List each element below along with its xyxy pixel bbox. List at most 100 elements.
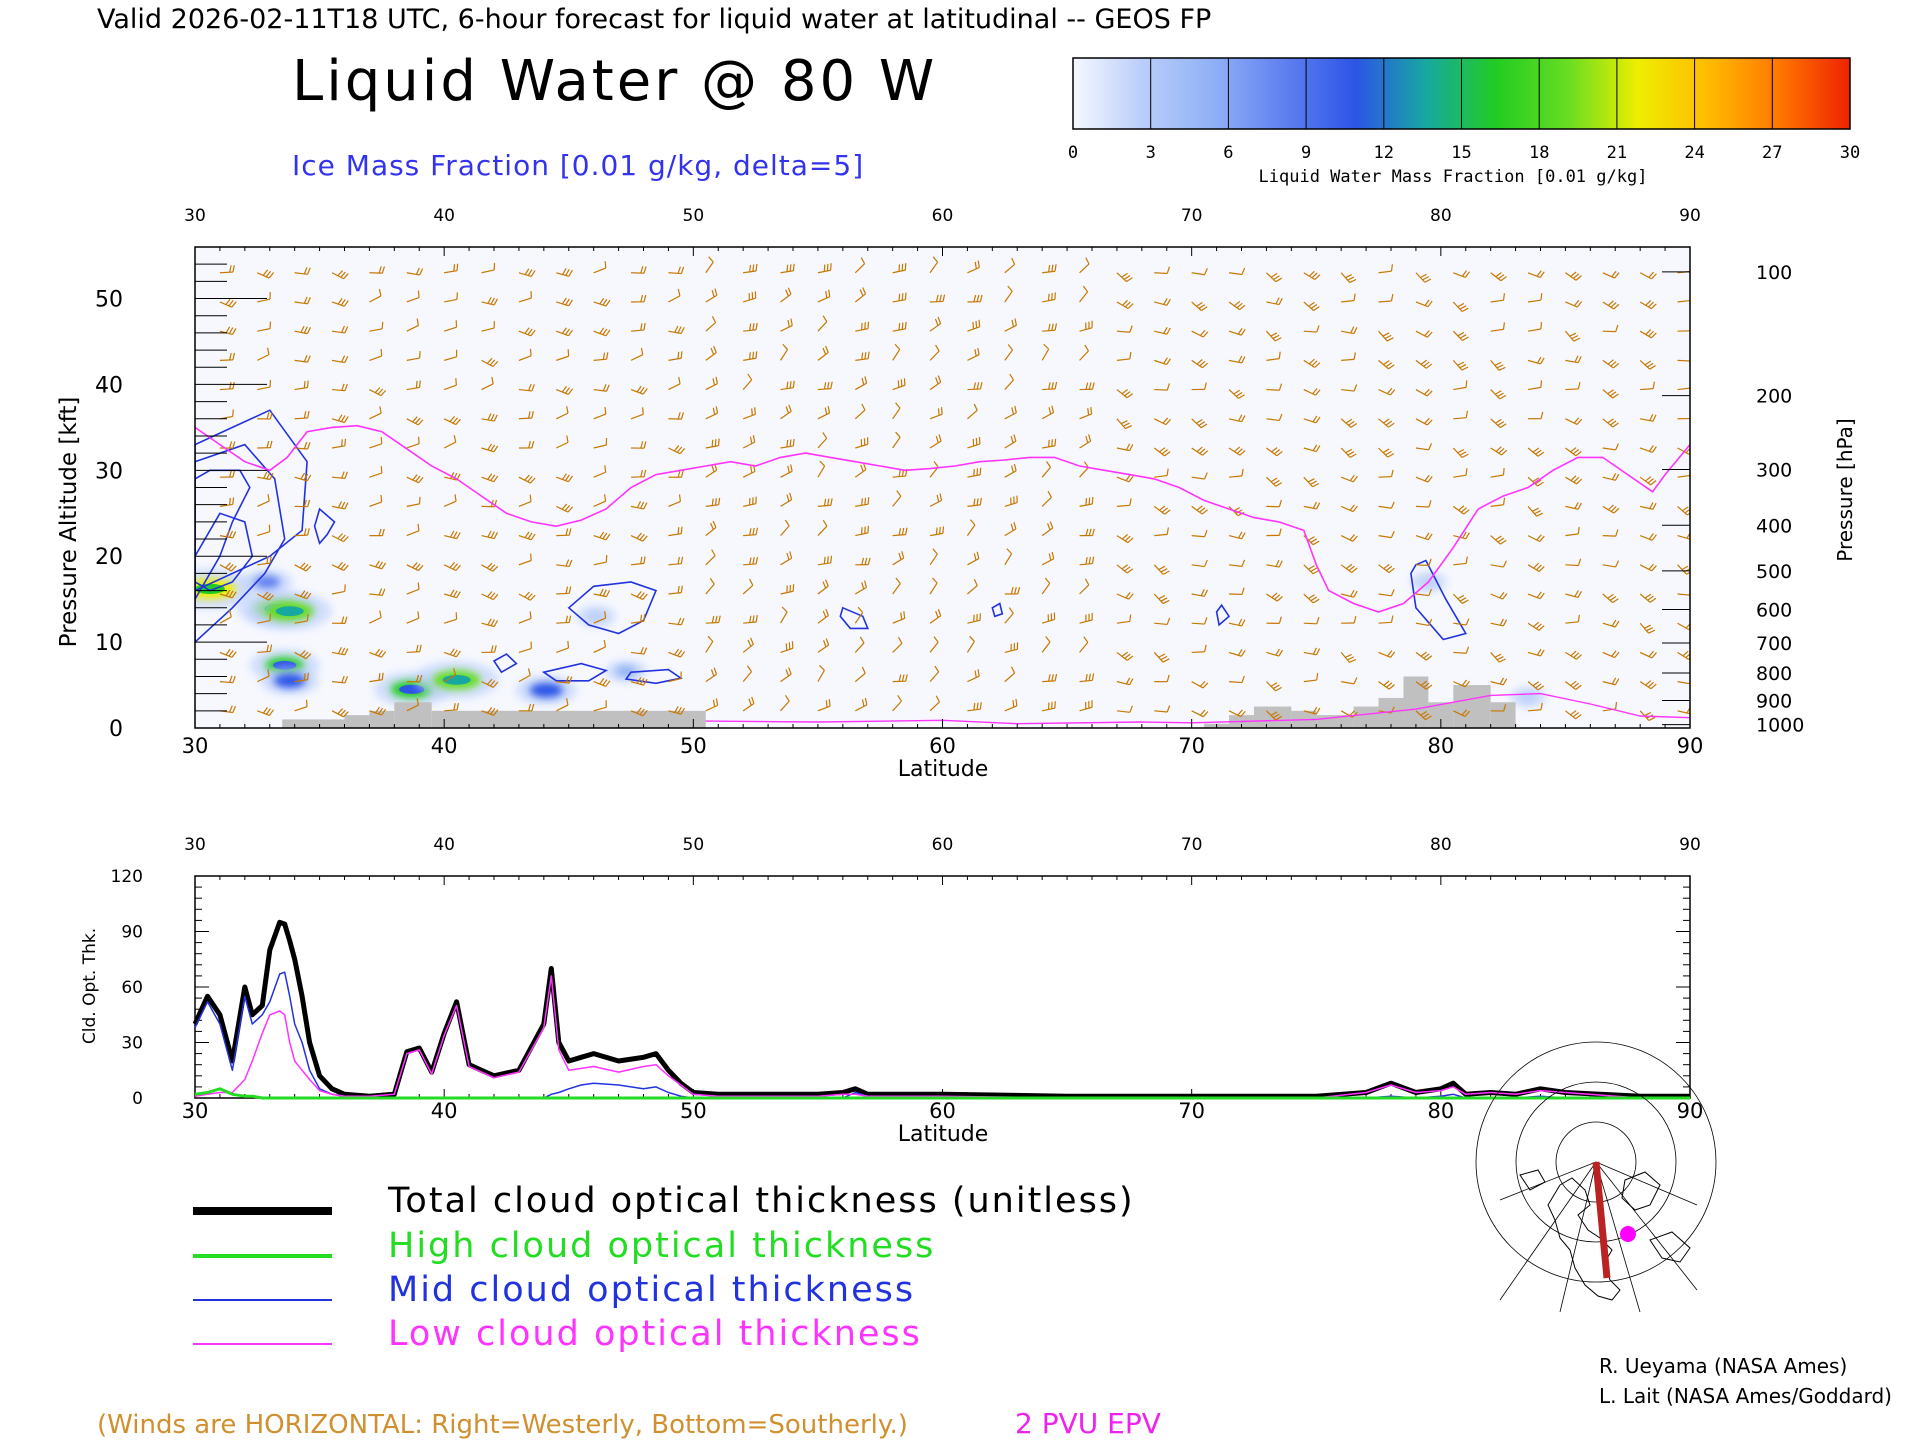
main-top-tick-label: 30 <box>184 206 206 226</box>
wind-barb <box>369 648 387 658</box>
wind-barb <box>331 298 349 307</box>
wind-barb <box>668 266 685 275</box>
wind-barb <box>929 461 939 478</box>
wind-barb <box>817 699 831 712</box>
wind-barb <box>443 435 457 449</box>
wind-barb <box>593 678 611 687</box>
wind-barb <box>855 525 869 537</box>
wind-barb <box>331 270 349 280</box>
wind-barb <box>1266 592 1283 602</box>
wind-barb <box>1490 618 1508 627</box>
wind-barb <box>1116 325 1133 333</box>
cot-x-tick-label: 40 <box>431 1099 458 1123</box>
wind-barb <box>1303 476 1320 488</box>
wind-barb <box>481 562 499 572</box>
wind-barb <box>294 267 311 275</box>
wind-barb <box>369 387 387 397</box>
main-top-tick-label: 90 <box>1679 206 1701 226</box>
wind-barb <box>929 375 942 391</box>
main-x-tick-label: 50 <box>680 734 707 758</box>
wind-barb <box>1004 607 1014 624</box>
wind-barb <box>294 590 312 600</box>
liquid-water-blob <box>586 611 606 622</box>
wind-barb <box>1079 320 1093 332</box>
credit-line-1: R. Ueyama (NASA Ames) <box>1599 1354 1847 1378</box>
credit-line-2: L. Lait (NASA Ames/Goddard) <box>1599 1384 1892 1408</box>
wind-barb <box>1041 612 1056 624</box>
wind-barb <box>630 322 646 332</box>
wind-barb <box>294 325 312 335</box>
main-y-tick-label: 50 <box>95 288 123 313</box>
wind-barb <box>219 530 237 539</box>
cot-x-axis-label: Latitude <box>898 1122 989 1147</box>
wind-barb <box>966 519 976 536</box>
wind-barb <box>443 612 458 624</box>
wind-barb <box>854 636 865 653</box>
wind-barb <box>1602 650 1620 659</box>
wind-barb <box>1565 590 1582 598</box>
wind-barb <box>1228 389 1245 399</box>
wind-barb <box>1527 621 1545 631</box>
wind-barb <box>1079 556 1095 566</box>
wind-barb <box>593 465 607 478</box>
wind-barb <box>967 702 982 712</box>
wind-barb <box>854 376 868 391</box>
wind-barb <box>967 294 983 303</box>
wind-barb <box>1565 447 1582 457</box>
wind-barb <box>743 615 758 624</box>
wind-barb <box>1042 701 1056 712</box>
wind-barb <box>1191 418 1208 429</box>
wind-barb <box>1640 414 1657 422</box>
wind-barb <box>1191 301 1208 312</box>
wind-barb <box>817 345 829 361</box>
cot-y-tick-label: 0 <box>132 1089 143 1109</box>
cot-x-tick-label: 60 <box>929 1099 956 1123</box>
wind-barb <box>257 269 275 279</box>
wind-barb <box>668 351 683 361</box>
pressure-tick-label: 200 <box>1756 386 1792 408</box>
wind-barb <box>1528 411 1544 420</box>
wind-barb <box>593 327 611 337</box>
ice-contour <box>313 507 336 545</box>
wind-barb <box>331 501 349 510</box>
pressure-tick-label: 100 <box>1756 262 1792 284</box>
wind-barb <box>630 677 648 686</box>
wind-barb <box>294 296 311 305</box>
wind-barb <box>1228 327 1246 336</box>
wind-barb <box>1453 679 1471 688</box>
wind-barb <box>1453 468 1468 478</box>
wind-barb <box>1452 359 1469 371</box>
wind-barb <box>443 320 458 332</box>
wind-barb <box>369 288 382 303</box>
wind-barb <box>1191 329 1209 338</box>
wind-barb <box>1116 533 1134 544</box>
wind-barb <box>668 526 683 537</box>
wind-barb <box>556 386 574 396</box>
wind-barb <box>780 380 795 391</box>
wind-barb <box>406 611 420 624</box>
wind-barb <box>1639 329 1657 339</box>
wind-barb <box>406 562 424 572</box>
wind-barb <box>1565 381 1581 391</box>
wind-barb <box>1116 272 1133 283</box>
wind-barb <box>1490 389 1507 400</box>
wind-barb <box>1153 652 1170 663</box>
cot-x-tick-label: 80 <box>1427 1099 1454 1123</box>
wind-barb <box>1042 381 1058 391</box>
cot-x-tick-label: 30 <box>182 1099 209 1123</box>
wind-barb <box>1527 476 1544 487</box>
wind-barb <box>1527 648 1545 657</box>
wind-barb <box>1565 299 1583 308</box>
wind-barb <box>892 378 906 391</box>
wind-barb <box>1004 318 1017 332</box>
wind-barb <box>219 648 237 658</box>
wind-barb <box>854 257 866 274</box>
wind-barb <box>705 256 714 274</box>
wind-barb <box>1640 381 1656 391</box>
ice-contour <box>195 443 286 644</box>
wind-barb <box>1303 301 1320 312</box>
wind-barb <box>1228 414 1246 423</box>
wind-barb <box>294 528 310 537</box>
wind-barb <box>1527 562 1545 572</box>
wind-barb <box>481 591 499 601</box>
